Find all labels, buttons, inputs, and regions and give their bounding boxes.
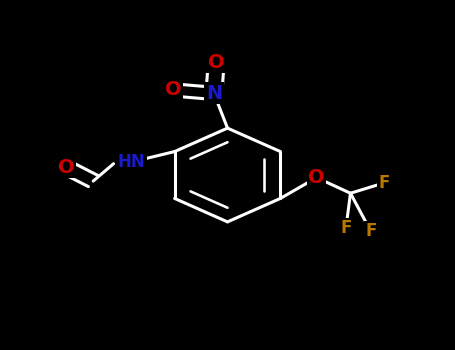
Text: O: O [165, 80, 182, 99]
Text: O: O [208, 52, 224, 72]
Text: O: O [308, 168, 325, 187]
Text: F: F [365, 222, 376, 240]
Text: F: F [379, 174, 390, 192]
Text: HN: HN [118, 153, 146, 171]
Text: F: F [340, 219, 352, 237]
Text: O: O [58, 158, 75, 177]
Text: N: N [206, 84, 222, 103]
